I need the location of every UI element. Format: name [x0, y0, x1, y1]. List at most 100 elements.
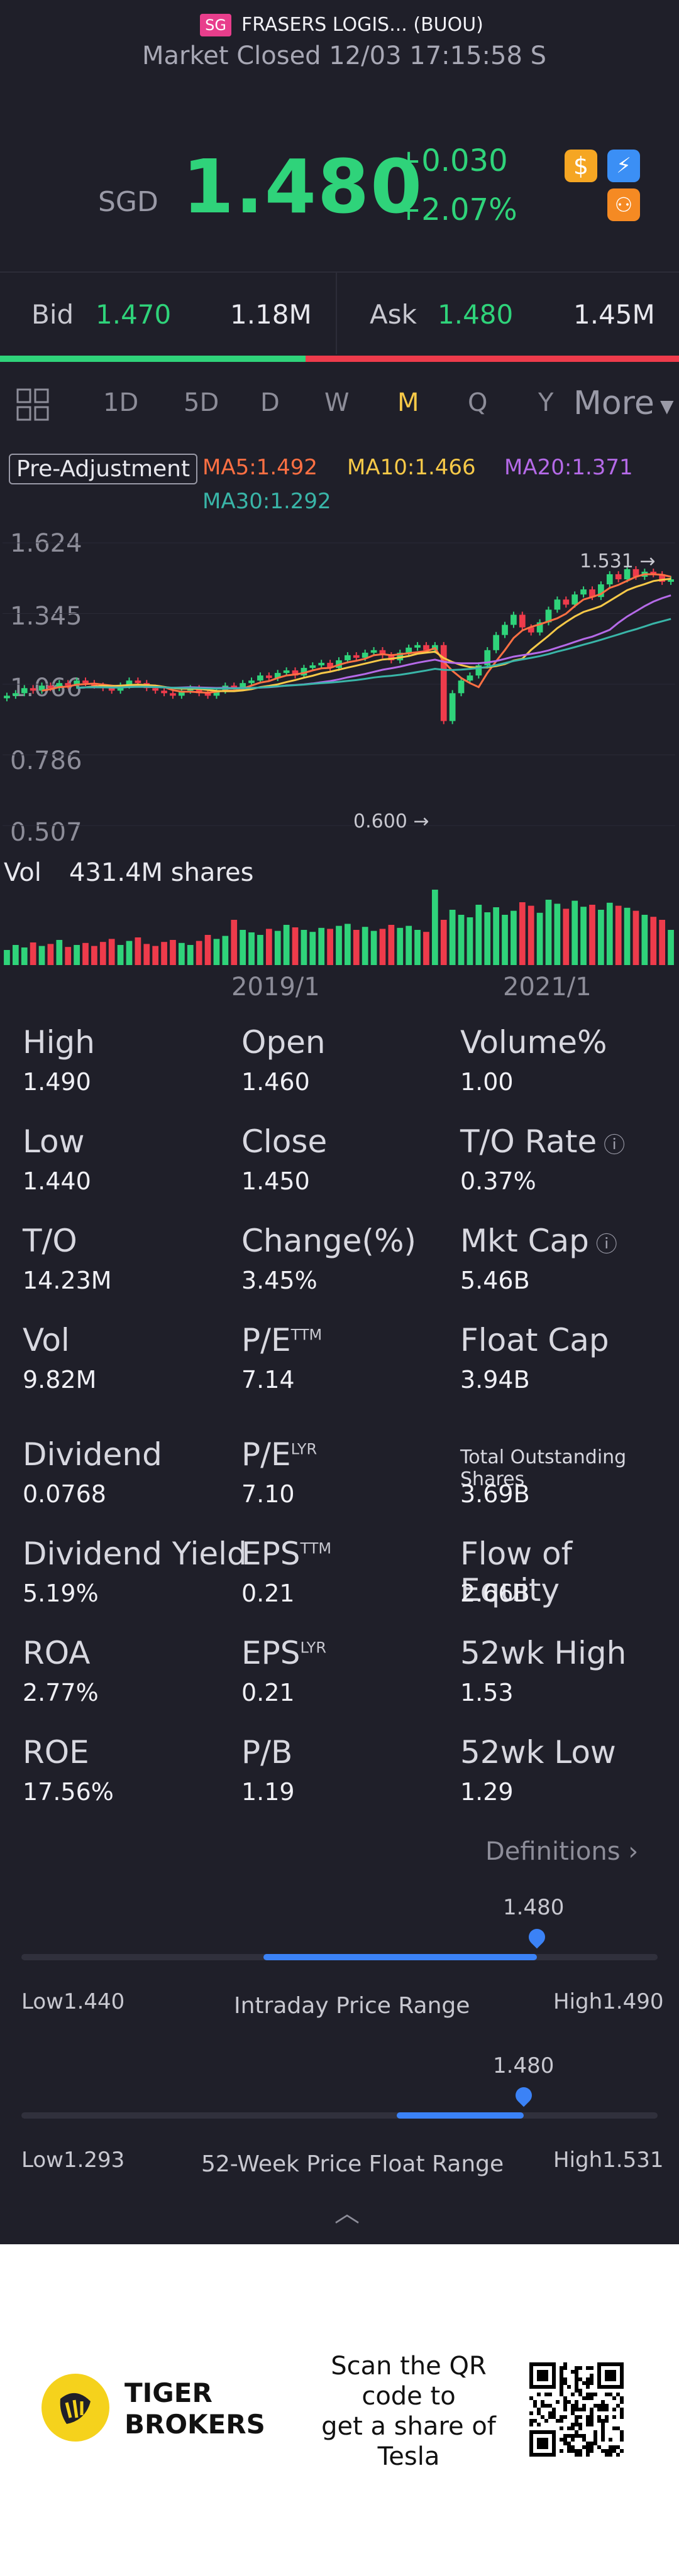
stat-value-roe: 17.56% — [23, 1778, 114, 1806]
definitions-link[interactable]: Definitions › — [485, 1837, 638, 1866]
candle-body — [406, 647, 412, 653]
stat-value-p-b: 1.19 — [241, 1778, 295, 1806]
tab-d[interactable]: D — [260, 388, 280, 417]
qr-module — [575, 2385, 578, 2389]
stat-label-text: T/O Rate — [460, 1123, 597, 1160]
stat-label-text: ROA — [23, 1635, 91, 1671]
share-icon[interactable]: ⚇ — [607, 188, 640, 221]
candle-body — [161, 690, 167, 694]
candle-body — [606, 574, 613, 585]
ask-price: 1.480 — [438, 299, 514, 330]
volume-bar — [274, 931, 281, 965]
qr-module — [605, 2404, 609, 2408]
tab-w[interactable]: W — [324, 388, 350, 417]
timeframe-tabs — [0, 371, 679, 440]
tab-5d[interactable]: 5D — [184, 388, 219, 417]
stat-value-flow-of-equity: 2.66B — [460, 1580, 530, 1607]
qr-module — [590, 2419, 593, 2423]
volume-bar — [431, 890, 438, 965]
price-chart[interactable] — [0, 534, 679, 836]
brand-line-2: BROKERS — [124, 2409, 265, 2440]
qr-module — [597, 2404, 601, 2408]
tab-1d[interactable]: 1D — [103, 388, 139, 417]
tab-y[interactable]: Y — [538, 388, 554, 417]
candle-body — [370, 650, 377, 653]
ma20-label: MA20:1.371 — [504, 455, 633, 480]
candle-body — [484, 650, 491, 665]
qr-module — [563, 2400, 567, 2404]
grid-menu-icon[interactable] — [16, 388, 50, 422]
ask-volume: 1.45M — [573, 299, 655, 330]
bid-ask-ratio-bar — [0, 356, 679, 362]
qr-module — [575, 2400, 578, 2404]
candle-body — [554, 599, 561, 610]
qr-module — [560, 2385, 563, 2389]
stat-label-text: Close — [241, 1123, 328, 1160]
qr-module — [597, 2408, 601, 2411]
qr-module — [567, 2449, 571, 2453]
pre-adjustment-button[interactable]: Pre-Adjustment — [9, 454, 198, 484]
qr-module — [552, 2408, 556, 2411]
qr-module — [582, 2396, 586, 2400]
info-icon[interactable]: ⓘ — [588, 1232, 617, 1257]
candle-body — [292, 670, 299, 676]
candle-body — [466, 675, 473, 681]
volume-bar — [283, 925, 290, 965]
stat-value-t-o: 14.23M — [23, 1267, 112, 1294]
promo-line-3: get a share of — [321, 2412, 496, 2441]
lightning-icon[interactable]: ⚡ — [607, 150, 640, 182]
bid-label: Bid — [31, 299, 74, 330]
stat-label-superscript: LYR — [290, 1440, 317, 1458]
stat-label-text: Low — [23, 1123, 85, 1160]
tab-q[interactable]: Q — [468, 388, 488, 417]
qr-module — [571, 2370, 575, 2374]
candle-body — [519, 614, 526, 628]
qr-module — [560, 2419, 563, 2423]
stat-value-eps-ttm: 0.21 — [241, 1580, 295, 1607]
qr-module — [578, 2423, 582, 2426]
qr-module — [560, 2415, 563, 2419]
qr-module — [609, 2438, 612, 2442]
qr-code[interactable] — [529, 2362, 624, 2457]
x-tick-0: 2019/1 — [231, 973, 320, 1001]
qr-module — [620, 2415, 624, 2419]
qr-module — [597, 2419, 601, 2423]
qr-module — [563, 2442, 567, 2445]
qr-module — [586, 2393, 590, 2396]
candle-body — [309, 665, 316, 669]
volume-bar — [30, 942, 36, 965]
week52-title: 52-Week Price Float Range — [201, 2151, 504, 2177]
week52-pin-icon — [512, 2083, 536, 2107]
candle-body — [74, 680, 80, 686]
tab-m[interactable]: M — [397, 388, 419, 417]
info-icon[interactable]: ⓘ — [597, 1133, 626, 1158]
volume-chart[interactable] — [0, 886, 679, 965]
qr-module — [563, 2366, 567, 2370]
volume-bar — [91, 946, 97, 965]
qr-module — [537, 2423, 541, 2426]
week52-current: 1.480 — [493, 2053, 555, 2078]
stat-value-change: 3.45% — [241, 1267, 317, 1294]
bid-price: 1.470 — [96, 299, 172, 330]
qr-module — [560, 2381, 563, 2385]
qr-module — [620, 2449, 624, 2453]
volume-bar — [38, 946, 45, 965]
chevron-down-icon[interactable]: ▼ — [660, 396, 674, 417]
candle-body — [571, 594, 578, 605]
stat-label-52wk-high: 52wk High — [460, 1635, 626, 1671]
stat-label-text: 52wk Low — [460, 1734, 616, 1771]
qr-module — [590, 2411, 593, 2415]
qr-module — [578, 2426, 582, 2430]
footer-banner: TIGER BROKERS Scan the QR code to get a … — [0, 2244, 679, 2576]
collapse-chevron-up-icon[interactable]: ︿ — [334, 2199, 360, 2228]
volume-bar — [204, 935, 211, 965]
qr-module — [548, 2415, 552, 2419]
stock-name[interactable]: FRASERS LOGIS... (BUOU) — [241, 14, 483, 36]
qr-module — [582, 2381, 586, 2385]
qr-module — [616, 2404, 620, 2408]
qr-module — [586, 2453, 590, 2457]
tab-more[interactable]: More — [573, 385, 654, 422]
qr-module — [601, 2400, 605, 2404]
volume-bar — [466, 917, 473, 965]
dollar-icon[interactable]: $ — [565, 150, 597, 182]
